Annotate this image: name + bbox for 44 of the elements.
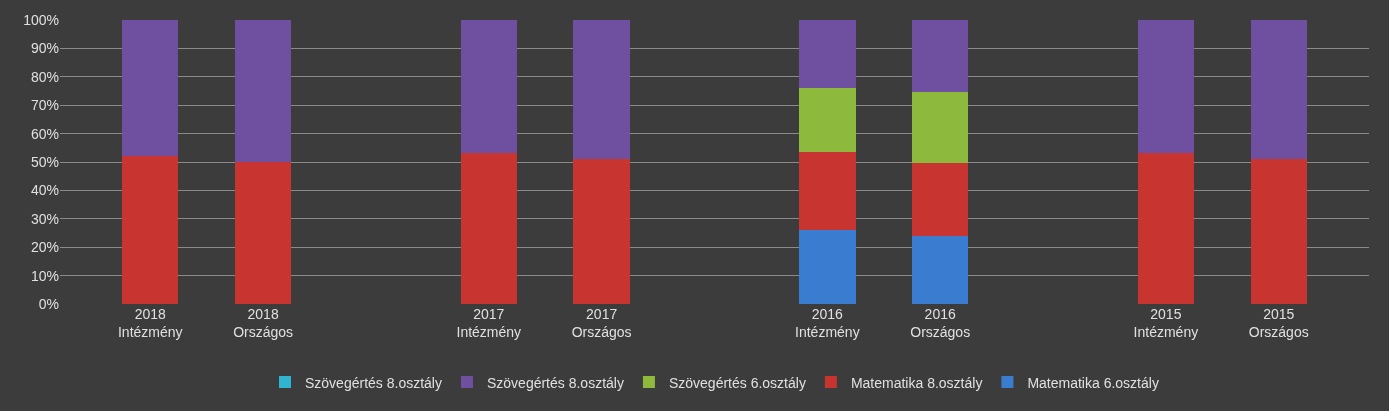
bar	[122, 20, 179, 157]
legend-label: Szövegértés 8.osztály	[486, 374, 624, 391]
x-tick-label: 2016 Országos	[910, 306, 971, 341]
bar	[573, 20, 630, 160]
legend-label: Szövegértés 8.osztály	[305, 374, 442, 391]
bar	[573, 159, 630, 304]
x-tick-label: 2015 Országos	[1248, 306, 1309, 341]
bar	[799, 20, 856, 89]
y-tick-label: 10%	[30, 267, 59, 284]
y-tick-label: 50%	[30, 153, 59, 170]
legend-label: Matematika 8.osztály	[850, 374, 983, 391]
x-tick-label: 2018 Intézmény	[117, 306, 183, 341]
x-tick-label: 2016 Intézmény	[795, 306, 860, 341]
bar	[1250, 159, 1307, 304]
bar	[234, 162, 292, 304]
legend-label: Szövegértés 6.osztály	[668, 374, 806, 391]
bar	[122, 156, 179, 304]
bar	[799, 152, 856, 231]
y-tick-label: 0%	[38, 295, 59, 312]
x-tick-label: 2015 Intézmény	[1133, 306, 1199, 341]
bar	[234, 20, 292, 162]
y-tick-label: 70%	[30, 97, 59, 114]
bar	[911, 163, 969, 236]
legend-label: Matematika 6.osztály	[1027, 374, 1159, 391]
bar	[799, 88, 856, 153]
y-tick-label: 80%	[30, 68, 59, 85]
bar	[1137, 153, 1195, 304]
y-tick-label: 20%	[30, 239, 59, 256]
bar	[1137, 20, 1195, 154]
bar	[911, 92, 969, 164]
bar	[799, 230, 856, 304]
y-tick-label: 90%	[30, 40, 59, 57]
bar	[1250, 20, 1307, 160]
bar	[911, 20, 969, 93]
y-tick-label: 100%	[23, 11, 59, 28]
x-tick-label: 2017 Intézmény	[456, 306, 522, 341]
bar	[460, 20, 518, 154]
bar	[460, 153, 518, 304]
y-tick-label: 60%	[30, 125, 59, 142]
y-tick-label: 30%	[30, 210, 59, 227]
x-tick-label: 2017 Országos	[571, 306, 632, 341]
y-tick-label: 40%	[30, 182, 59, 199]
bar	[911, 235, 969, 304]
x-tick-label: 2018 Országos	[233, 306, 294, 341]
